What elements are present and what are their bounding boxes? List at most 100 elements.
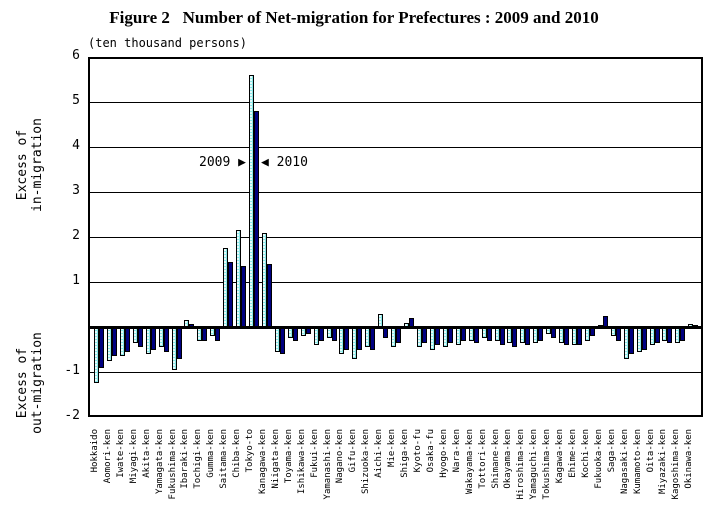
x-category-label-slot: Toyama-ken	[283, 429, 296, 519]
x-category-label-slot: Miyagi-ken	[128, 429, 141, 519]
bar-2010-yamanashi-ken	[331, 327, 337, 341]
bar-2010-saga-ken	[615, 327, 621, 341]
x-category-label: Toyama-ken	[283, 429, 294, 484]
annotation-2009-text: 2009	[199, 155, 231, 170]
bar-2010-shizuoka-ken	[370, 327, 376, 350]
bar-2010-nara-ken	[460, 327, 466, 341]
x-category-label-slot: Osaka-fu	[425, 429, 438, 519]
x-category-label: Okayama-ken	[503, 429, 514, 489]
bar-2010-wakayama-ken	[473, 327, 479, 343]
bar-2010-toyama-ken	[292, 327, 298, 341]
x-category-label: Hokkaido	[90, 429, 100, 473]
x-category-label: Kagoshima-ken	[671, 429, 682, 500]
annotation-2010: ◀ 2010	[261, 155, 351, 170]
y-axis-label-line: out-migration	[30, 332, 45, 434]
x-category-label-slot: Saga-ken	[606, 429, 619, 519]
bar-2010-gumma-ken	[215, 327, 221, 341]
y-tick-label: -1	[64, 363, 80, 378]
x-category-label-slot: Chiba-ken	[231, 429, 244, 519]
y-tick-label: 4	[72, 138, 80, 153]
x-category-label-slot: Okayama-ken	[502, 429, 515, 519]
y-tick-label: -2	[64, 408, 80, 423]
x-category-label-slot: Wakayama-ken	[464, 429, 477, 519]
y-tick-label: 1	[72, 273, 80, 288]
annotation-2010-text: 2010	[276, 155, 308, 170]
bar-2010-kumamoto-ken	[641, 327, 647, 350]
gridline	[90, 192, 701, 193]
x-category-label-slot: Nagasaki-ken	[619, 429, 632, 519]
left-arrow-icon: ◀	[261, 155, 269, 170]
x-category-label: Miyazaki-ken	[658, 429, 669, 495]
x-category-label: Akita-ken	[141, 429, 152, 478]
x-category-label: Nagano-ken	[335, 429, 346, 484]
gridline	[90, 237, 701, 238]
x-category-label-slot: Tochigi-ken	[192, 429, 205, 519]
y-axis-label-line: Excess of	[15, 347, 30, 419]
x-category-label: Tokushima-ken	[542, 429, 553, 500]
x-category-label: Iwate-ken	[115, 429, 126, 478]
x-category-label-slot: Fukushima-ken	[167, 429, 180, 519]
x-category-label-slot: Shiga-ken	[399, 429, 412, 519]
x-category-label-slot: Shizuoka-ken	[360, 429, 373, 519]
bar-2010-fukui-ken	[318, 327, 324, 341]
x-category-label: Wakayama-ken	[464, 429, 475, 495]
x-category-label-slot: Hokkaido	[89, 429, 102, 519]
x-category-label: Niigata-ken	[270, 429, 281, 489]
right-arrow-icon: ▶	[238, 155, 246, 170]
bar-2010-nagasaki-ken	[628, 327, 634, 354]
x-category-label: Ibaraki-ken	[180, 429, 191, 489]
x-category-label-slot: Niigata-ken	[270, 429, 283, 519]
bar-2010-tokyo-to	[254, 111, 260, 327]
bar-2009-aichi-ken	[378, 313, 384, 327]
x-category-label: Chiba-ken	[232, 429, 243, 478]
x-category-label: Aichi-ken	[374, 429, 385, 478]
y-axis-label-line: in-migration	[30, 118, 45, 212]
bar-2010-tottori-ken	[486, 327, 492, 341]
x-category-label-slot: Kagoshima-ken	[670, 429, 683, 519]
bar-2010-kyoto-fu	[422, 327, 427, 343]
x-category-label: Tochigi-ken	[193, 429, 204, 489]
x-category-label: Ehime-ken	[568, 429, 579, 478]
y-axis-label-out-migration: Excess of out-migration	[15, 293, 45, 473]
x-category-label-slot: Ibaraki-ken	[179, 429, 192, 519]
x-category-label: Yamagata-ken	[154, 429, 165, 495]
x-category-label-slot: Fukuoka-ken	[593, 429, 606, 519]
x-category-label-slot: Aichi-ken	[373, 429, 386, 519]
x-category-label-slot: Kyoto-fu	[412, 429, 425, 519]
x-category-label-slot: Nagano-ken	[334, 429, 347, 519]
bar-2010-shimane-ken	[499, 327, 505, 345]
bar-2010-gifu-ken	[357, 327, 363, 350]
x-category-label: Yamaguchi-ken	[529, 429, 540, 500]
x-category-label-slot: Okinawa-ken	[683, 429, 696, 519]
bar-2010-fukushima-ken	[176, 327, 182, 359]
x-category-label: Kagawa-ken	[555, 429, 566, 484]
x-category-label-slot: Mie-ken	[386, 429, 399, 519]
x-category-label: Shizuoka-ken	[361, 429, 372, 495]
x-category-label-slot: Ehime-ken	[567, 429, 580, 519]
bar-2010-chiba-ken	[241, 266, 247, 327]
x-category-label: Hyogo-ken	[438, 429, 449, 478]
bar-2010-aomori-ken	[111, 327, 117, 357]
x-category-label: Osaka-fu	[425, 429, 436, 473]
x-category-label-slot: Tokushima-ken	[541, 429, 554, 519]
bar-2010-tochigi-ken	[202, 327, 208, 341]
bar-2010-okayama-ken	[512, 327, 518, 348]
bar-2010-miyazaki-ken	[667, 327, 673, 343]
x-category-label-slot: Gumma-ken	[205, 429, 218, 519]
x-category-label-slot: Aomori-ken	[102, 429, 115, 519]
x-category-label: Kumamoto-ken	[632, 429, 643, 495]
x-category-label: Tokyo-to	[245, 429, 256, 473]
x-category-label-slot: Gifu-ken	[347, 429, 360, 519]
bar-2010-miyagi-ken	[137, 327, 143, 348]
x-category-label-slot: Kochi-ken	[580, 429, 593, 519]
x-category-label: Mie-ken	[387, 429, 398, 467]
x-category-label: Shimane-ken	[490, 429, 501, 489]
bar-2010-iwate-ken	[124, 327, 130, 352]
x-category-label-slot: Hiroshima-ken	[515, 429, 528, 519]
gridline	[90, 147, 701, 148]
x-category-label: Saitama-ken	[219, 429, 230, 489]
bar-2010-ehime-ken	[577, 327, 583, 345]
x-category-label: Miyagi-ken	[128, 429, 139, 484]
plot-area	[88, 57, 703, 417]
gridline	[90, 372, 701, 373]
